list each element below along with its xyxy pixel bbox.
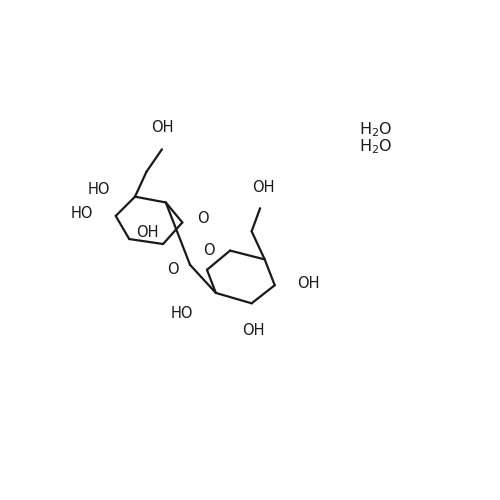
Text: O: O xyxy=(203,244,214,258)
Text: OH: OH xyxy=(252,180,274,194)
Text: O: O xyxy=(197,211,208,226)
Text: HO: HO xyxy=(88,182,110,197)
Text: H$_2$O: H$_2$O xyxy=(359,138,392,156)
Text: OH: OH xyxy=(297,276,320,291)
Text: OH: OH xyxy=(242,322,265,338)
Text: OH: OH xyxy=(150,120,173,134)
Text: H$_2$O: H$_2$O xyxy=(359,120,392,139)
Text: OH: OH xyxy=(136,225,159,240)
Text: HO: HO xyxy=(171,306,194,322)
Text: HO: HO xyxy=(71,206,94,222)
Text: O: O xyxy=(168,262,179,277)
